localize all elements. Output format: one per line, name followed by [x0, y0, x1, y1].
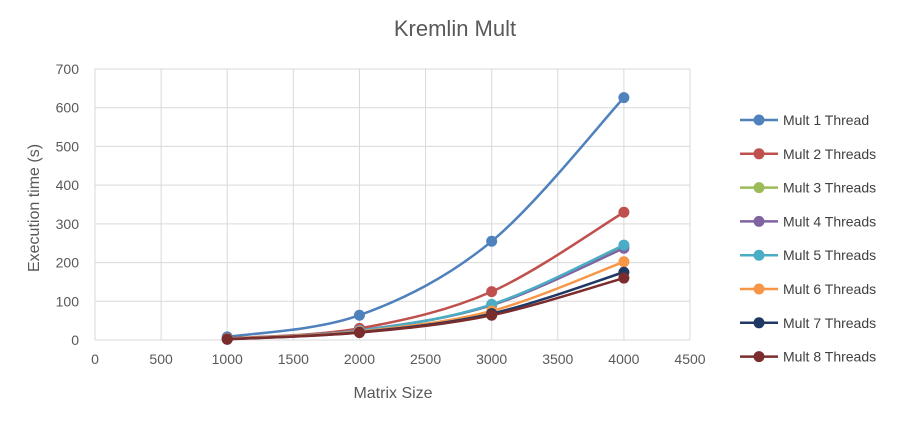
x-tick-label: 1000 [212, 351, 243, 367]
series-line [227, 276, 625, 341]
x-tick-label: 2500 [410, 351, 441, 367]
y-tick-label: 600 [56, 100, 80, 116]
data-point [618, 239, 630, 251]
x-tick-label: 4000 [608, 351, 639, 367]
x-tick-label: 3000 [476, 351, 507, 367]
data-point [221, 333, 233, 345]
axes: 0 500 1000 1500 2000 2500 3000 3500 4000 4500 0 100… [56, 61, 706, 367]
legend-marker [753, 283, 765, 295]
legend-item-mult-1-thread: Mult 1 Thread [740, 112, 869, 128]
y-axis-label: Execution time (s) [26, 144, 43, 272]
legend-marker [753, 351, 765, 363]
x-tick-label: 500 [149, 351, 173, 367]
legend-label: Mult 8 Threads [783, 349, 876, 365]
y-tick-label: 700 [56, 61, 80, 77]
data-point [353, 327, 365, 339]
legend-item-mult-6-threads: Mult 6 Threads [740, 281, 876, 297]
x-tick-label: 4500 [674, 351, 705, 367]
legend-marker [753, 317, 765, 329]
legend-marker [753, 249, 765, 261]
data-point [486, 235, 498, 247]
y-tick-label: 0 [71, 332, 79, 348]
legend-marker [753, 215, 765, 227]
legend-item-mult-5-threads: Mult 5 Threads [740, 247, 876, 263]
legend-item-mult-8-threads: Mult 8 Threads [740, 349, 876, 365]
legend-label: Mult 3 Threads [783, 180, 876, 196]
y-tick-label: 500 [56, 138, 80, 154]
legend-item-mult-7-threads: Mult 7 Threads [740, 315, 876, 331]
legend-marker [753, 148, 765, 160]
data-point [353, 309, 365, 321]
data-point [618, 272, 630, 284]
data-point [618, 92, 630, 104]
legend-marker [753, 114, 765, 126]
x-tick-label: 3500 [542, 351, 573, 367]
y-tick-label: 300 [56, 216, 80, 232]
x-tick-label: 0 [91, 351, 99, 367]
data-point [486, 286, 498, 298]
legend-label: Mult 5 Threads [783, 247, 876, 263]
legend-item-mult-2-threads: Mult 2 Threads [740, 146, 876, 162]
series-line [227, 96, 625, 339]
legend-label: Mult 1 Thread [783, 112, 869, 128]
legend: Mult 1 Thread Mult 2 Threads Mult 3 Thread… [740, 112, 876, 365]
legend-label: Mult 6 Threads [783, 281, 876, 297]
data-point [618, 256, 630, 268]
chart-title: Kremlin Mult [394, 16, 516, 41]
series-mult-8-threads [221, 272, 630, 345]
legend-item-mult-3-threads: Mult 3 Threads [740, 180, 876, 196]
legend-marker [753, 182, 765, 194]
gridlines [94, 68, 691, 341]
x-axis-label: Matrix Size [353, 385, 432, 402]
y-tick-label: 200 [56, 255, 80, 271]
series-group [221, 92, 630, 345]
y-tick-label: 400 [56, 177, 80, 193]
data-point [486, 309, 498, 321]
x-tick-label: 1500 [278, 351, 309, 367]
legend-item-mult-4-threads: Mult 4 Threads [740, 213, 876, 229]
legend-label: Mult 2 Threads [783, 146, 876, 162]
legend-label: Mult 7 Threads [783, 315, 876, 331]
y-tick-label: 100 [56, 293, 80, 309]
x-tick-label: 2000 [344, 351, 375, 367]
legend-label: Mult 4 Threads [783, 213, 876, 229]
data-point [618, 206, 630, 218]
